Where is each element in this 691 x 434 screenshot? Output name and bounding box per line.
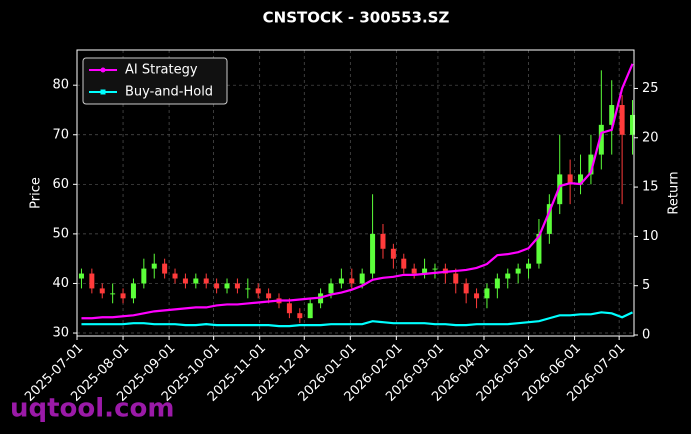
candle-body (89, 273, 95, 289)
candle-body (110, 293, 116, 295)
candle-body (130, 283, 136, 299)
candle-body (567, 174, 573, 185)
return-line (81, 63, 634, 320)
candle-body (234, 283, 240, 289)
candle-body (151, 263, 157, 269)
y-tick-label: 30 (52, 326, 69, 341)
y-tick-label: 60 (52, 177, 69, 192)
chart-title: CNSTOCK - 300553.SZ (263, 9, 450, 27)
candle-body (526, 263, 532, 269)
y-tick-label: 50 (52, 226, 69, 241)
candle-body (141, 268, 147, 284)
y2-tick-label: 25 (642, 81, 659, 96)
candle-body (307, 303, 313, 319)
plot-frame (76, 49, 635, 337)
candle-body (214, 283, 220, 289)
candle-body (588, 154, 594, 175)
candle-body (401, 258, 407, 269)
candle-body (484, 288, 490, 299)
candle-body (297, 313, 303, 319)
candle-body (536, 233, 542, 264)
candle-body (619, 105, 625, 135)
legend-marker (100, 89, 106, 95)
legend: AI Strategy Buy-and-Hold (82, 57, 228, 105)
candle-body (505, 273, 511, 279)
candle-body (609, 105, 615, 125)
candle-body (78, 273, 84, 279)
candle-body (411, 268, 417, 274)
y-tick-label: 80 (52, 78, 69, 93)
y-tick-label: 40 (52, 276, 69, 291)
y2-tick-label: 0 (642, 328, 650, 343)
y2-tick-label: 5 (642, 278, 650, 293)
candle-body (193, 278, 199, 284)
return-line (81, 311, 633, 328)
candle-body (432, 268, 438, 270)
candle-body (328, 283, 334, 294)
candle-body (245, 288, 251, 290)
y2-tick-label: 10 (642, 229, 659, 244)
candle-body (338, 278, 344, 284)
candle-body (494, 278, 500, 289)
candle-body (255, 288, 261, 294)
candle-body (474, 293, 480, 299)
candle-body (120, 293, 126, 299)
candle-body (578, 174, 584, 185)
candle-body (172, 273, 178, 279)
y2-tick-label: 20 (642, 130, 659, 145)
candle-body (546, 204, 552, 234)
candle-body (463, 283, 469, 294)
candle-body (422, 268, 428, 274)
y-axis-label: Price (29, 177, 44, 209)
candle-body (349, 278, 355, 284)
candle-body (390, 248, 396, 259)
y2-axis-label: Return (667, 171, 682, 214)
candle-body (286, 303, 292, 314)
candle-body (162, 263, 168, 274)
candle-body (515, 268, 521, 274)
candle-body (182, 278, 188, 284)
watermark: uqtool.com (10, 394, 174, 424)
y-tick-label: 70 (52, 127, 69, 142)
candle-body (380, 233, 386, 249)
candle-body (370, 233, 376, 274)
legend-label: AI Strategy (125, 63, 198, 78)
legend-marker (100, 67, 106, 73)
candle-body (266, 293, 272, 299)
legend-box (82, 57, 228, 105)
candle-body (224, 283, 230, 289)
candle-body (453, 273, 459, 284)
legend-label: Buy-and-Hold (125, 85, 213, 100)
candle-body (99, 288, 105, 294)
y2-tick-label: 15 (642, 180, 659, 195)
candle-body (598, 124, 604, 155)
candle-body (630, 114, 636, 135)
candle-body (203, 278, 209, 284)
candle-body (557, 174, 563, 205)
candle-body (359, 273, 365, 284)
